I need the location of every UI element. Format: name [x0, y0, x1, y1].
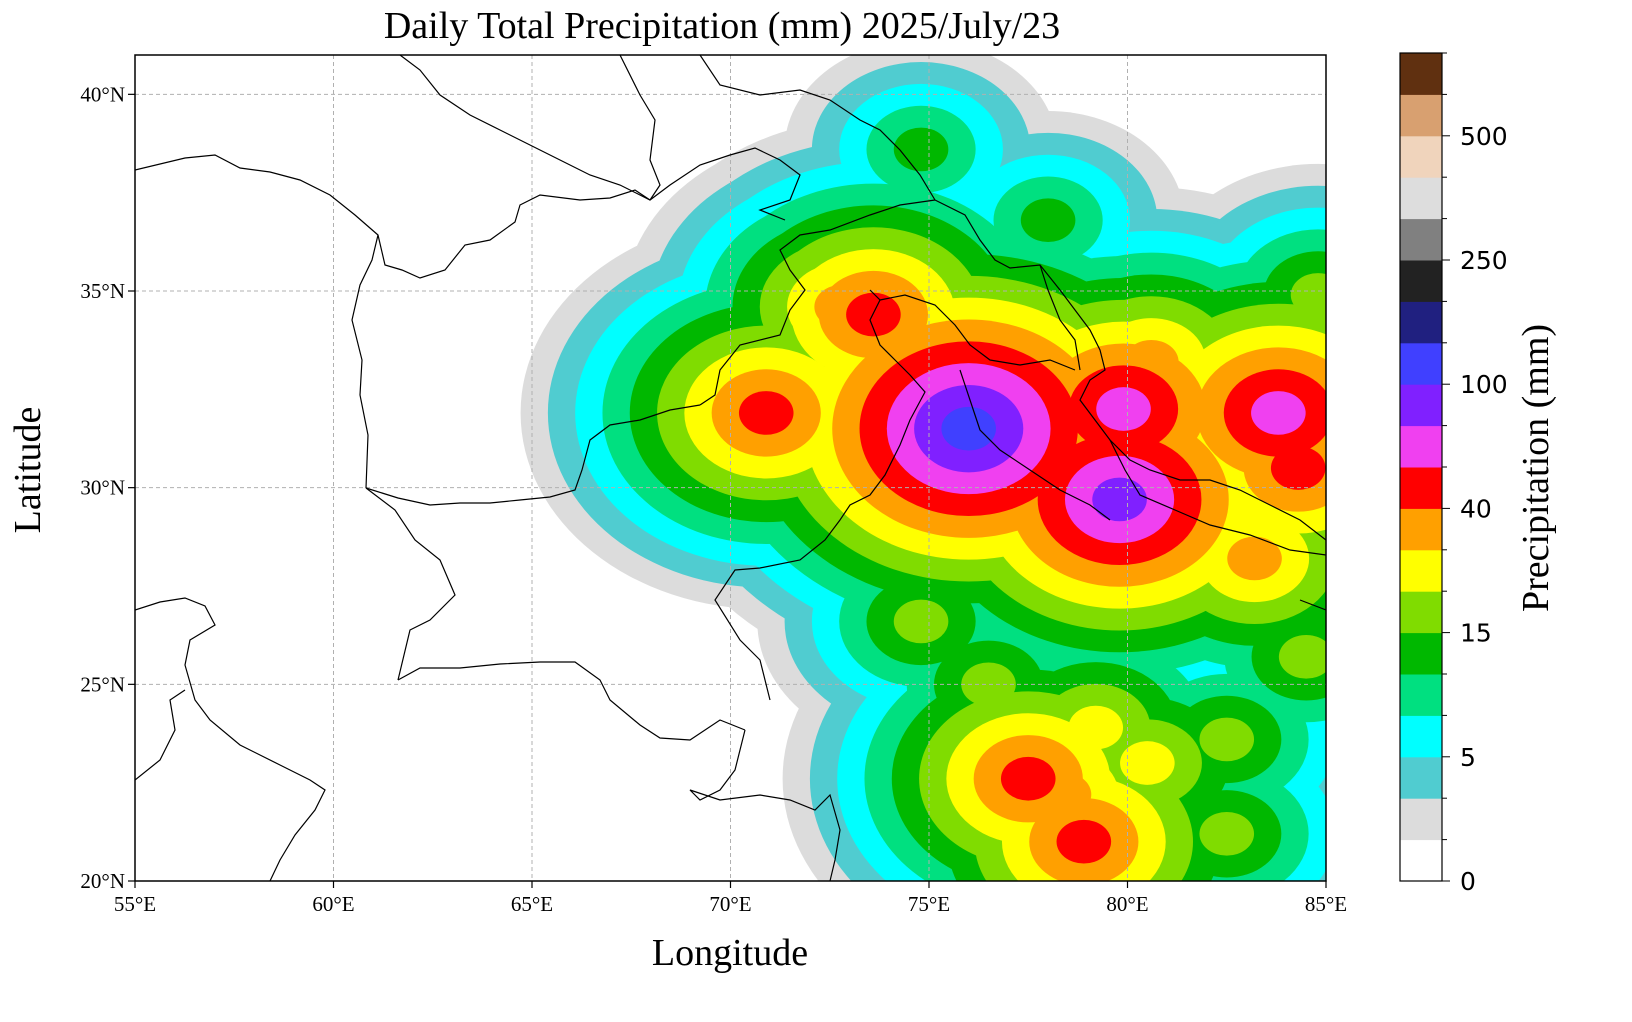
colorbar: 0 5 15 40 100 250 500: [1399, 52, 1508, 896]
precip-contour-level-9: [846, 292, 901, 337]
colorbar-segment: [1400, 467, 1442, 509]
x-tick-label: 80°E: [1106, 892, 1148, 916]
x-tick-label: 70°E: [709, 892, 751, 916]
colorbar-tick-label: 40: [1460, 494, 1492, 523]
colorbar-tick-label: 15: [1460, 619, 1492, 648]
colorbar-segment: [1400, 260, 1442, 302]
y-tick-label: 25°N: [80, 672, 125, 696]
y-tick-label: 20°N: [80, 869, 125, 893]
precip-contour-level-9: [1056, 819, 1112, 864]
colorbar-segment: [1400, 798, 1442, 841]
colorbar-title: Precipitation (mm): [1515, 324, 1557, 612]
precip-contour-level-9: [738, 391, 794, 435]
colorbar-segment: [1400, 839, 1442, 882]
precip-contour-level-9: [1270, 446, 1326, 490]
precip-contour-level-8: [1227, 536, 1282, 581]
colorbar-segment: [1400, 508, 1442, 551]
precip-contour-level-6: [893, 599, 949, 644]
precip-contour-level-7: [1120, 741, 1175, 785]
precip-contour-level-6: [1290, 273, 1326, 317]
y-axis: 20°N 25°N 30°N 35°N 40°N: [80, 82, 135, 893]
precip-contour-level-9: [1000, 756, 1056, 801]
precip-contour-level-6: [1278, 634, 1326, 679]
colorbar-segment: [1400, 218, 1442, 261]
gridlines: [135, 55, 1326, 881]
colorbar-tick-label: 500: [1460, 122, 1508, 151]
precip-contour-level-12: [941, 406, 996, 451]
y-axis-title: Latitude: [7, 407, 49, 534]
colorbar-segment: [1400, 384, 1442, 427]
colorbar-segment: [1400, 53, 1442, 95]
colorbar-segment: [1400, 342, 1442, 385]
colorbar-tick-label: 0: [1460, 867, 1476, 896]
colorbar-segment: [1400, 674, 1442, 716]
colorbar-segment: [1400, 549, 1442, 592]
colorbar-tick-label: 250: [1460, 246, 1508, 275]
precip-contour-level-6: [961, 662, 1016, 707]
precip-contour-level-5: [893, 127, 949, 172]
chart-title: Daily Total Precipitation (mm) 2025/July…: [384, 5, 1060, 47]
precip-contour-level-10: [1096, 387, 1151, 431]
precip-contour-level-6: [1199, 811, 1255, 856]
x-tick-label: 65°E: [511, 892, 553, 916]
x-axis-title: Longitude: [652, 932, 808, 974]
precip-contour-level-6: [1199, 717, 1255, 762]
precip-contour-level-7: [1068, 705, 1124, 750]
x-tick-label: 55°E: [114, 892, 156, 916]
x-tick-label: 60°E: [312, 892, 354, 916]
colorbar-segment: [1400, 425, 1442, 468]
colorbar-tick-label: 100: [1460, 370, 1508, 399]
precip-contour-level-11: [1092, 477, 1147, 522]
colorbar-segment: [1400, 715, 1442, 758]
x-axis: 55°E 60°E 65°E 70°E 75°E 80°E 85°E: [114, 881, 1347, 916]
colorbar-segment: [1400, 94, 1442, 137]
colorbar-segment: [1400, 177, 1442, 220]
colorbar-segment: [1400, 591, 1442, 634]
y-tick-label: 30°N: [80, 476, 125, 500]
x-tick-label: 85°E: [1305, 892, 1347, 916]
colorbar-segment: [1400, 756, 1442, 799]
colorbar-tick-label: 5: [1460, 743, 1476, 772]
country-boundaries: [135, 55, 1326, 881]
y-tick-label: 35°N: [80, 279, 125, 303]
colorbar-segment: [1400, 135, 1442, 178]
x-tick-label: 75°E: [908, 892, 950, 916]
precip-contour-level-5: [1020, 198, 1076, 243]
colorbar-segment: [1400, 632, 1442, 675]
colorbar-segment: [1400, 301, 1442, 344]
y-tick-label: 40°N: [80, 82, 125, 106]
precip-contour-level-10: [1251, 391, 1306, 435]
